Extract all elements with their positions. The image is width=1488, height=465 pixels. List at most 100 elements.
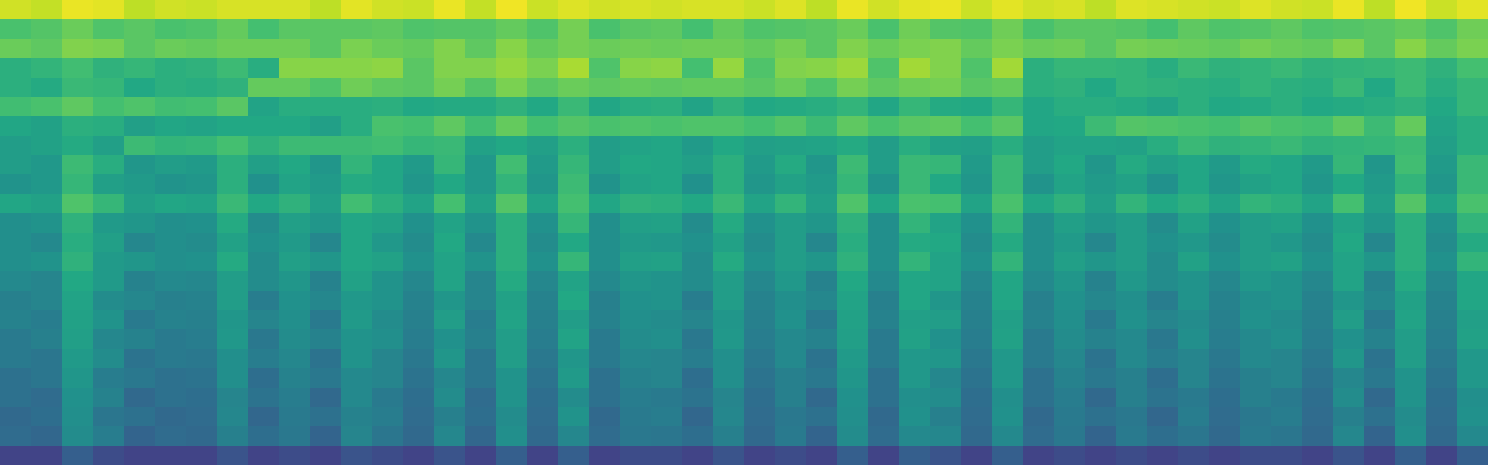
cell	[496, 310, 528, 330]
cell	[1271, 388, 1303, 408]
cell	[1333, 368, 1365, 388]
cell	[589, 19, 621, 39]
cell	[341, 388, 373, 408]
cell	[248, 310, 280, 330]
cell	[1023, 233, 1055, 253]
cell	[1085, 19, 1117, 39]
cell	[186, 426, 218, 446]
cell	[1178, 58, 1210, 78]
cell	[31, 233, 63, 253]
cell	[744, 213, 776, 233]
cell	[682, 349, 714, 369]
cell	[0, 213, 32, 233]
cell	[558, 136, 590, 156]
cell	[682, 252, 714, 272]
cell	[744, 39, 776, 59]
cell	[1395, 136, 1427, 156]
cell	[186, 194, 218, 214]
cell	[31, 58, 63, 78]
cell	[1302, 78, 1334, 98]
cell	[527, 78, 559, 98]
cell	[1054, 136, 1086, 156]
cell	[1457, 252, 1488, 272]
cell	[1364, 388, 1396, 408]
cell	[1240, 0, 1272, 20]
cell	[124, 252, 156, 272]
cell	[372, 426, 404, 446]
cell	[775, 174, 807, 194]
cell	[558, 426, 590, 446]
cell	[1457, 329, 1488, 349]
cell	[1364, 213, 1396, 233]
cell	[403, 174, 435, 194]
cell	[124, 291, 156, 311]
cell	[186, 174, 218, 194]
cell	[837, 310, 869, 330]
cell	[124, 78, 156, 98]
cell	[775, 349, 807, 369]
cell	[992, 291, 1024, 311]
cell	[1426, 388, 1458, 408]
cell	[279, 310, 311, 330]
cell	[1395, 252, 1427, 272]
cell	[1333, 194, 1365, 214]
cell	[899, 78, 931, 98]
cell	[620, 58, 652, 78]
cell	[1178, 19, 1210, 39]
cell	[806, 426, 838, 446]
cell	[496, 174, 528, 194]
cell	[1240, 426, 1272, 446]
cell	[1302, 0, 1334, 20]
cell	[1023, 213, 1055, 233]
cell	[496, 233, 528, 253]
cell	[434, 446, 466, 465]
cell	[496, 407, 528, 427]
cell	[62, 310, 94, 330]
cell	[31, 349, 63, 369]
cell	[186, 116, 218, 136]
cell	[186, 39, 218, 59]
cell	[0, 426, 32, 446]
cell	[31, 194, 63, 214]
cell	[713, 39, 745, 59]
cell	[806, 310, 838, 330]
cell	[1333, 329, 1365, 349]
cell	[465, 116, 497, 136]
cell	[1085, 136, 1117, 156]
cell	[93, 271, 125, 291]
cell	[310, 271, 342, 291]
cell	[1054, 233, 1086, 253]
cell	[93, 291, 125, 311]
cell	[465, 97, 497, 117]
cell	[868, 252, 900, 272]
cell	[372, 310, 404, 330]
cell	[1333, 446, 1365, 465]
cell	[1271, 310, 1303, 330]
cell	[775, 39, 807, 59]
cell	[620, 271, 652, 291]
cell	[1271, 174, 1303, 194]
cell	[930, 368, 962, 388]
cell	[527, 252, 559, 272]
cell	[31, 291, 63, 311]
cell	[651, 446, 683, 465]
cell	[1085, 194, 1117, 214]
cell	[558, 174, 590, 194]
cell	[279, 116, 311, 136]
cell	[1240, 97, 1272, 117]
cell	[961, 368, 993, 388]
cell	[1054, 446, 1086, 465]
cell	[620, 233, 652, 253]
cell	[1364, 349, 1396, 369]
cell	[1023, 194, 1055, 214]
cell	[744, 116, 776, 136]
cell	[124, 136, 156, 156]
cell	[1271, 97, 1303, 117]
cell	[930, 446, 962, 465]
cell	[124, 19, 156, 39]
cell	[403, 252, 435, 272]
cell	[217, 174, 249, 194]
cell	[930, 194, 962, 214]
cell	[1147, 407, 1179, 427]
cell	[837, 19, 869, 39]
